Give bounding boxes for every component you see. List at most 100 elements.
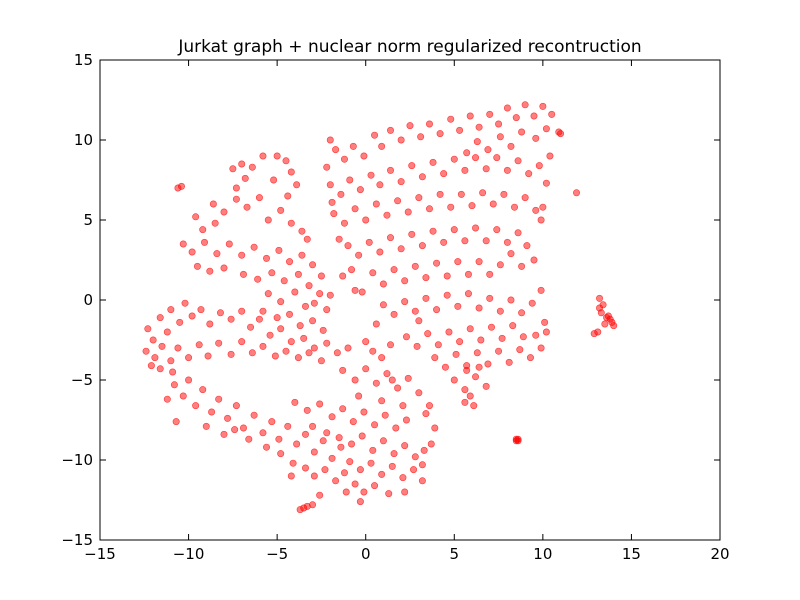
data-point bbox=[482, 165, 490, 173]
data-point bbox=[362, 365, 370, 373]
data-point bbox=[369, 347, 377, 355]
data-point bbox=[542, 179, 550, 187]
data-point bbox=[606, 315, 614, 323]
x-tick-label: 15 bbox=[622, 545, 641, 563]
data-point bbox=[518, 128, 526, 136]
data-point bbox=[475, 258, 483, 266]
data-point bbox=[496, 307, 504, 315]
data-point bbox=[273, 314, 281, 322]
data-point bbox=[521, 194, 529, 202]
data-point bbox=[348, 440, 356, 448]
data-point bbox=[275, 435, 283, 443]
data-point bbox=[436, 190, 444, 198]
data-point bbox=[301, 464, 309, 472]
data-point bbox=[317, 272, 325, 280]
data-point bbox=[532, 134, 540, 142]
data-point bbox=[464, 270, 472, 278]
data-point bbox=[323, 306, 331, 314]
data-point bbox=[509, 322, 517, 330]
data-point bbox=[254, 275, 262, 283]
data-point bbox=[360, 152, 368, 160]
data-point bbox=[213, 250, 221, 258]
data-point bbox=[418, 477, 426, 485]
data-point bbox=[266, 331, 274, 339]
data-point bbox=[475, 304, 483, 312]
y-tick-label: −5 bbox=[71, 371, 93, 389]
data-point bbox=[422, 410, 430, 418]
data-point bbox=[209, 200, 217, 208]
data-point bbox=[429, 158, 437, 166]
data-point bbox=[348, 266, 356, 274]
data-point bbox=[215, 395, 223, 403]
data-point bbox=[401, 277, 409, 285]
data-point bbox=[273, 152, 281, 160]
data-point bbox=[429, 227, 437, 235]
data-point bbox=[316, 400, 324, 408]
data-point bbox=[557, 130, 565, 138]
data-point bbox=[456, 338, 464, 346]
data-point bbox=[351, 480, 359, 488]
data-point bbox=[317, 357, 325, 365]
data-point bbox=[156, 314, 164, 322]
data-point bbox=[291, 288, 299, 296]
data-point bbox=[507, 250, 515, 258]
data-point bbox=[199, 226, 207, 234]
data-point bbox=[372, 200, 380, 208]
data-point bbox=[596, 304, 604, 312]
data-point bbox=[378, 470, 386, 478]
data-point bbox=[415, 317, 423, 325]
data-point bbox=[500, 190, 508, 198]
data-point bbox=[539, 203, 547, 211]
y-tick-label: −15 bbox=[61, 531, 93, 549]
data-point bbox=[227, 315, 235, 323]
data-point bbox=[287, 338, 295, 346]
data-point bbox=[277, 325, 285, 333]
data-point bbox=[532, 206, 540, 214]
data-point bbox=[548, 110, 556, 118]
data-point bbox=[188, 312, 196, 320]
data-point bbox=[172, 418, 180, 426]
plot-frame bbox=[99, 59, 721, 541]
data-point bbox=[461, 166, 469, 174]
data-point bbox=[163, 395, 171, 403]
data-point bbox=[263, 254, 271, 262]
data-point bbox=[309, 317, 317, 325]
data-point bbox=[323, 163, 331, 171]
data-point bbox=[232, 195, 240, 203]
data-point bbox=[466, 392, 474, 400]
data-point bbox=[259, 429, 267, 437]
data-point bbox=[275, 246, 283, 254]
data-point bbox=[310, 344, 318, 352]
data-point bbox=[309, 501, 317, 509]
data-point bbox=[176, 318, 184, 326]
data-point bbox=[397, 136, 405, 144]
data-point bbox=[284, 422, 292, 430]
data-point bbox=[303, 406, 311, 414]
data-point bbox=[477, 336, 485, 344]
data-point bbox=[440, 238, 448, 246]
data-point bbox=[294, 270, 302, 278]
data-point bbox=[321, 466, 329, 474]
data-point bbox=[356, 466, 364, 474]
data-point bbox=[181, 299, 189, 307]
data-point bbox=[401, 442, 409, 450]
data-point bbox=[185, 354, 193, 362]
y-tick-label: 15 bbox=[74, 51, 93, 69]
data-point bbox=[546, 152, 554, 160]
data-point bbox=[505, 358, 513, 366]
data-point bbox=[454, 258, 462, 266]
data-point bbox=[433, 259, 441, 267]
data-point bbox=[282, 157, 290, 165]
data-point bbox=[450, 155, 458, 163]
data-point bbox=[466, 112, 474, 120]
data-point bbox=[201, 238, 209, 246]
data-point bbox=[496, 261, 504, 269]
data-point bbox=[248, 163, 256, 171]
data-point bbox=[503, 166, 511, 174]
data-point bbox=[300, 334, 308, 342]
data-point bbox=[326, 181, 334, 189]
data-point bbox=[167, 306, 175, 314]
data-point bbox=[385, 490, 393, 498]
data-point bbox=[360, 488, 368, 496]
data-point bbox=[170, 381, 178, 389]
